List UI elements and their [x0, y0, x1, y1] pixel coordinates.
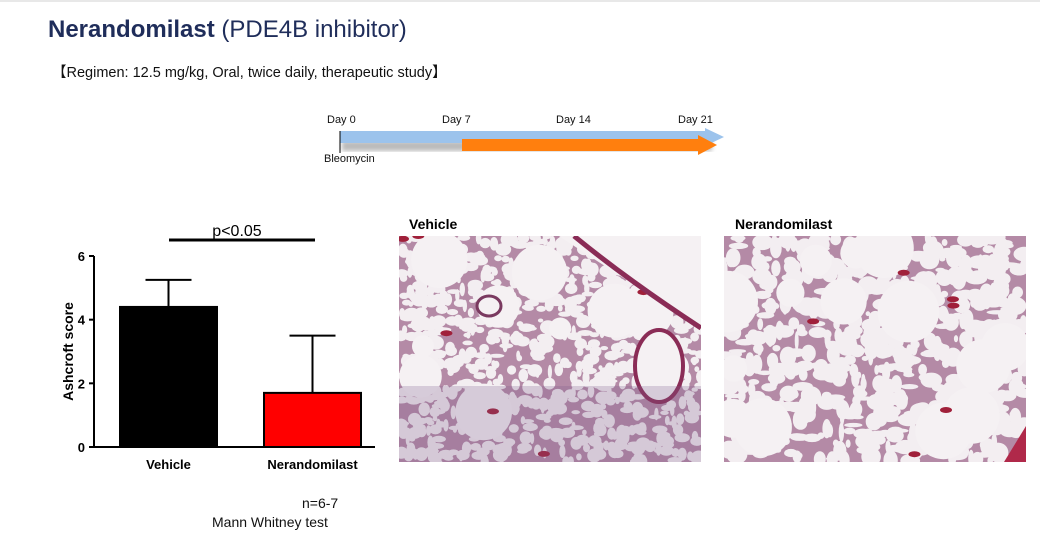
y-tick-label: 2: [78, 376, 85, 391]
regimen-text: 【Regimen: 12.5 mg/kg, Oral, twice daily,…: [52, 65, 447, 81]
vehicle-histology-image: [399, 236, 701, 462]
tissue-texture: [399, 236, 701, 462]
image-label-nerandomilast: Nerandomilast: [735, 216, 833, 232]
bleomycin-label: Bleomycin: [324, 153, 375, 165]
bar-chart: 0 2 4 6 Ashcroft score Vehicle Nerandomilast p<…: [60, 223, 375, 472]
y-tick-label: 4: [78, 313, 86, 328]
x-tick-label: Nerandomilast: [267, 457, 358, 472]
page-title: Nerandomilast (PDE4B inhibitor): [48, 16, 407, 44]
nerandomilast-histology-image: [724, 236, 1026, 462]
title-rest: (PDE4B inhibitor): [221, 16, 407, 43]
day-label: Day 21: [678, 114, 713, 126]
y-tick-label: 6: [78, 249, 85, 264]
top-divider: [0, 0, 1040, 2]
bar-vehicle: [119, 305, 218, 448]
day-label: Day 0: [327, 114, 356, 126]
timeline: [339, 128, 724, 155]
y-axis-label: Ashcroft score: [60, 302, 76, 401]
x-tick-label: Vehicle: [146, 457, 191, 472]
tissue-texture: [724, 236, 1026, 462]
treatment-arrow: [462, 135, 717, 155]
title-drug: Nerandomilast: [48, 16, 215, 43]
bar-nerandomilast: [263, 391, 362, 448]
y-tick-label: 0: [78, 440, 85, 455]
p-value-annotation: p<0.05: [212, 223, 261, 240]
n-note: n=6-7: [302, 495, 339, 511]
image-label-vehicle: Vehicle: [409, 216, 458, 232]
test-note: Mann Whitney test: [212, 514, 328, 530]
day-label: Day 7: [442, 114, 471, 126]
day-label: Day 14: [556, 114, 591, 126]
